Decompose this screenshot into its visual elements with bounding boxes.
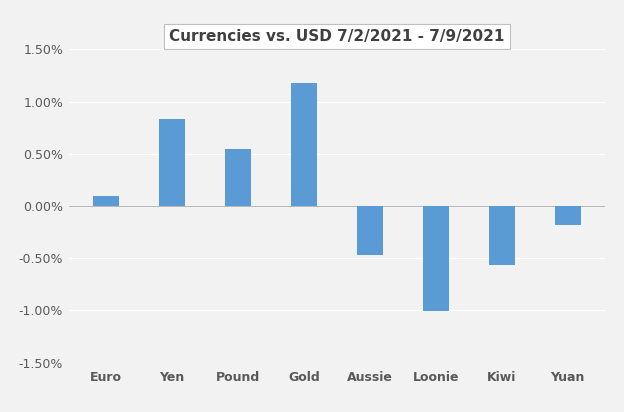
- Bar: [357, 206, 383, 255]
- Bar: [555, 206, 581, 225]
- Bar: [225, 149, 251, 206]
- Bar: [159, 119, 185, 206]
- Bar: [291, 83, 317, 206]
- Bar: [489, 206, 515, 265]
- Bar: [422, 206, 449, 311]
- Bar: [93, 196, 119, 206]
- Title: Currencies vs. USD 7/2/2021 - 7/9/2021: Currencies vs. USD 7/2/2021 - 7/9/2021: [169, 29, 505, 44]
